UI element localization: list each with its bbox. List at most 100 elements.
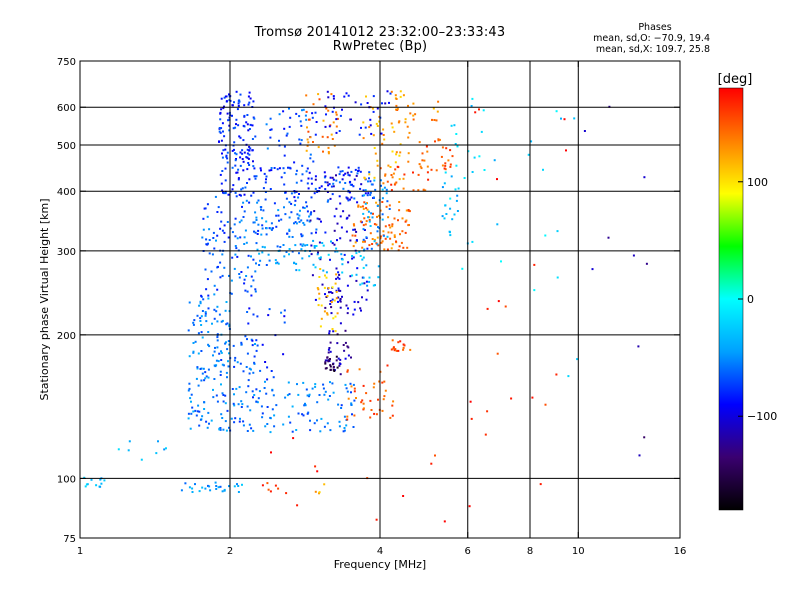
- data-point: [351, 413, 353, 416]
- data-point: [295, 222, 298, 225]
- data-point: [371, 238, 374, 240]
- data-point: [282, 353, 285, 356]
- data-point: [318, 276, 321, 278]
- data-point: [238, 386, 241, 389]
- data-point: [395, 151, 398, 154]
- data-point: [426, 150, 429, 153]
- data-point: [247, 95, 250, 98]
- data-point: [323, 176, 326, 179]
- data-point: [311, 112, 314, 115]
- y-tick-label: 400: [57, 187, 76, 198]
- data-point: [203, 408, 206, 410]
- data-point: [412, 114, 415, 117]
- data-point: [319, 256, 322, 259]
- data-point: [373, 382, 376, 385]
- data-point: [369, 118, 372, 121]
- data-point: [374, 284, 376, 287]
- data-point: [180, 489, 183, 492]
- data-point: [394, 161, 397, 164]
- data-point: [315, 245, 318, 247]
- data-point: [275, 404, 278, 407]
- data-point: [359, 255, 362, 257]
- data-point: [336, 312, 339, 315]
- data-point: [391, 404, 394, 407]
- data-point: [337, 166, 340, 169]
- data-point: [504, 305, 507, 308]
- data-point: [258, 252, 261, 255]
- data-point: [301, 173, 304, 176]
- data-point: [201, 310, 204, 312]
- data-point: [305, 170, 308, 173]
- data-point: [221, 392, 224, 395]
- data-point: [278, 219, 280, 222]
- data-point: [385, 192, 388, 195]
- data-point: [290, 192, 293, 195]
- data-point: [225, 371, 228, 374]
- data-point: [363, 248, 366, 251]
- data-point: [344, 357, 347, 360]
- data-point: [207, 297, 210, 300]
- chart-title-line-2: RwPretec (Bp): [332, 39, 428, 54]
- data-point: [257, 229, 260, 232]
- data-point: [295, 169, 298, 172]
- data-point: [239, 136, 242, 139]
- data-point: [321, 135, 324, 138]
- data-point: [208, 239, 211, 241]
- data-point: [252, 100, 255, 103]
- data-point: [207, 411, 210, 414]
- x-tick-label: 10: [572, 546, 585, 557]
- data-point: [320, 304, 323, 307]
- data-point: [224, 179, 227, 182]
- data-point: [326, 422, 329, 425]
- data-point: [261, 227, 264, 230]
- data-point: [370, 212, 373, 215]
- data-point: [288, 166, 291, 169]
- data-point: [323, 310, 326, 313]
- data-point: [363, 229, 366, 231]
- data-point: [443, 167, 446, 170]
- data-point: [264, 181, 267, 184]
- data-point: [376, 236, 379, 239]
- data-point: [381, 381, 384, 384]
- data-point: [196, 314, 199, 317]
- data-point: [329, 429, 332, 432]
- data-point: [332, 330, 335, 333]
- data-point: [380, 132, 383, 135]
- data-point: [318, 218, 321, 221]
- data-point: [236, 108, 239, 111]
- data-point: [329, 381, 331, 384]
- data-point: [207, 294, 210, 297]
- data-point: [307, 177, 310, 180]
- data-point: [285, 492, 288, 495]
- data-point: [201, 486, 204, 489]
- data-point: [284, 213, 287, 216]
- data-point: [299, 209, 301, 212]
- data-point: [218, 130, 221, 133]
- data-point: [343, 95, 346, 98]
- data-point: [359, 220, 362, 223]
- data-point: [338, 420, 341, 423]
- data-point: [373, 147, 376, 149]
- data-point: [201, 415, 204, 418]
- data-point: [266, 378, 269, 381]
- data-point: [341, 258, 344, 261]
- data-point: [482, 109, 485, 112]
- data-point: [364, 177, 367, 180]
- data-point: [234, 417, 237, 420]
- data-point: [370, 132, 373, 135]
- data-point: [334, 330, 337, 333]
- data-point: [369, 193, 372, 196]
- data-point: [200, 315, 203, 318]
- data-point: [236, 237, 239, 240]
- data-point: [496, 352, 499, 355]
- data-point: [191, 487, 194, 490]
- data-point: [386, 90, 389, 93]
- data-point: [327, 253, 330, 256]
- data-point: [248, 164, 251, 166]
- data-point: [226, 409, 229, 412]
- data-point: [637, 345, 640, 348]
- data-point: [214, 346, 216, 349]
- data-point: [206, 215, 209, 218]
- data-point: [298, 220, 301, 223]
